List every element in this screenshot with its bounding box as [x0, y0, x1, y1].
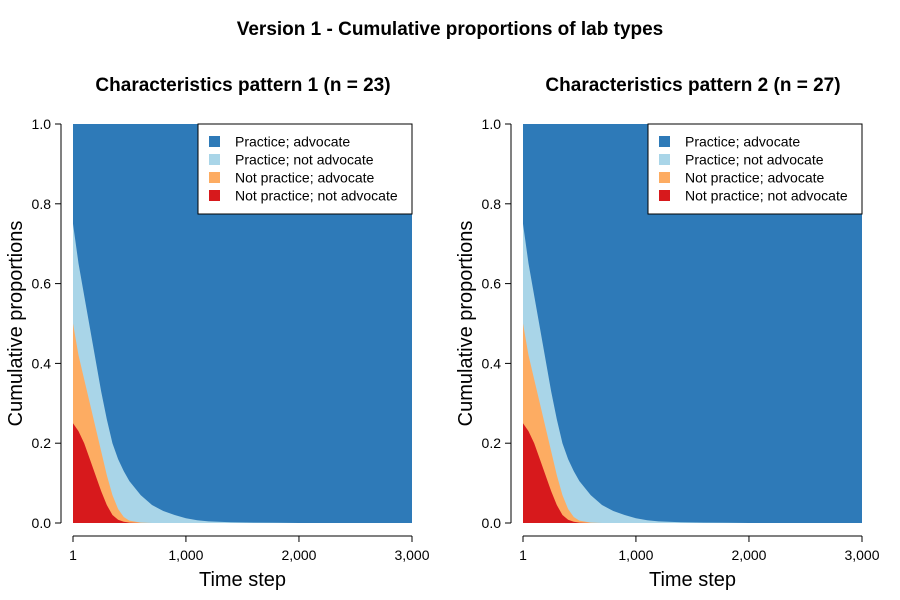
y-tick-label: 0.8 [482, 196, 502, 212]
figure-title: Version 1 - Cumulative proportions of la… [236, 19, 664, 40]
y-tick-label: 0.6 [482, 276, 502, 292]
legend-label: Practice; not advocate [235, 152, 374, 168]
x-tick-label: 1,000 [168, 547, 203, 563]
area-practice-advocate [523, 124, 862, 523]
legend-swatch [209, 136, 220, 147]
legend-swatch [659, 136, 670, 147]
y-tick-label: 0.0 [32, 515, 52, 531]
x-tick-label: 3,000 [394, 547, 429, 563]
y-tick-label: 0.2 [482, 435, 502, 451]
legend-label: Not practice; advocate [235, 170, 375, 186]
x-tick-label: 1 [69, 547, 77, 563]
chart-panel-2: Characteristics pattern 2 (n = 27) 0.0 0.2… [455, 75, 880, 591]
area-not-practice-not-advocate [73, 423, 412, 523]
x-tick-label: 3,000 [844, 547, 879, 563]
x-axis-label: Time step [199, 569, 286, 591]
legend-label: Not practice; not advocate [235, 188, 398, 204]
x-axis-label: Time step [649, 569, 736, 591]
y-tick-label: 0.2 [32, 435, 52, 451]
area-practice-advocate [73, 124, 412, 523]
y-tick-label: 1.0 [482, 116, 502, 132]
x-tick-label: 2,000 [281, 547, 316, 563]
legend-label: Not practice; not advocate [685, 188, 848, 204]
legend-label: Practice; not advocate [685, 152, 824, 168]
y-tick-label: 0.4 [32, 355, 52, 371]
y-tick-label: 0.4 [482, 355, 502, 371]
y-tick-label: 1.0 [32, 116, 52, 132]
legend-swatch [659, 154, 670, 165]
legend-swatch [209, 190, 220, 201]
area-not-practice-not-advocate [523, 423, 862, 523]
chart-panel-1: Characteristics pattern 1 (n = 23) 0.0 0.2… [5, 75, 430, 591]
legend-label: Not practice; advocate [685, 170, 825, 186]
y-tick-label: 0.0 [482, 515, 502, 531]
y-tick-label: 0.6 [32, 276, 52, 292]
legend-swatch [659, 190, 670, 201]
y-axis-label: Cumulative proportions [455, 221, 477, 427]
y-tick-label: 0.8 [32, 196, 52, 212]
legend-swatch [209, 172, 220, 183]
legend: Practice; advocate Practice; not advocate… [647, 123, 863, 215]
panel-title: Characteristics pattern 2 (n = 27) [545, 75, 840, 96]
panel-title: Characteristics pattern 1 (n = 23) [95, 75, 390, 96]
legend-box [647, 123, 863, 215]
legend-swatch [659, 172, 670, 183]
area-not-practice-advocate [73, 323, 412, 523]
area-not-practice-advocate [523, 323, 862, 523]
legend-box [197, 123, 413, 215]
x-tick-label: 1 [519, 547, 527, 563]
legend-label: Practice; advocate [235, 134, 350, 150]
legend-label: Practice; advocate [685, 134, 800, 150]
x-tick-label: 1,000 [618, 547, 653, 563]
x-tick-label: 2,000 [731, 547, 766, 563]
legend: Practice; advocate Practice; not advocate… [197, 123, 413, 215]
legend-swatch [209, 154, 220, 165]
y-axis-label: Cumulative proportions [5, 221, 27, 427]
